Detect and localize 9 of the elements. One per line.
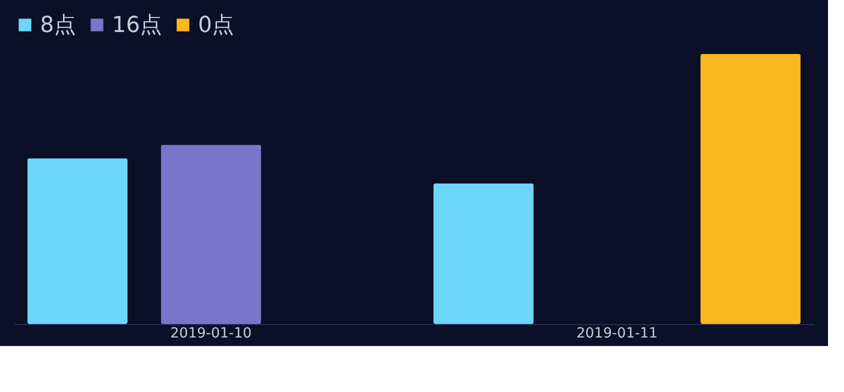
bar (433, 183, 534, 324)
legend-label: 0点 (198, 13, 234, 38)
legend-label: 16点 (112, 13, 162, 38)
bar (160, 144, 262, 324)
x-tick-label: 2019-01-11 (576, 326, 658, 342)
bar (27, 158, 128, 324)
legend-label: 8点 (40, 13, 76, 38)
bar (700, 54, 801, 324)
x-tick-label: 2019-01-10 (170, 326, 252, 342)
